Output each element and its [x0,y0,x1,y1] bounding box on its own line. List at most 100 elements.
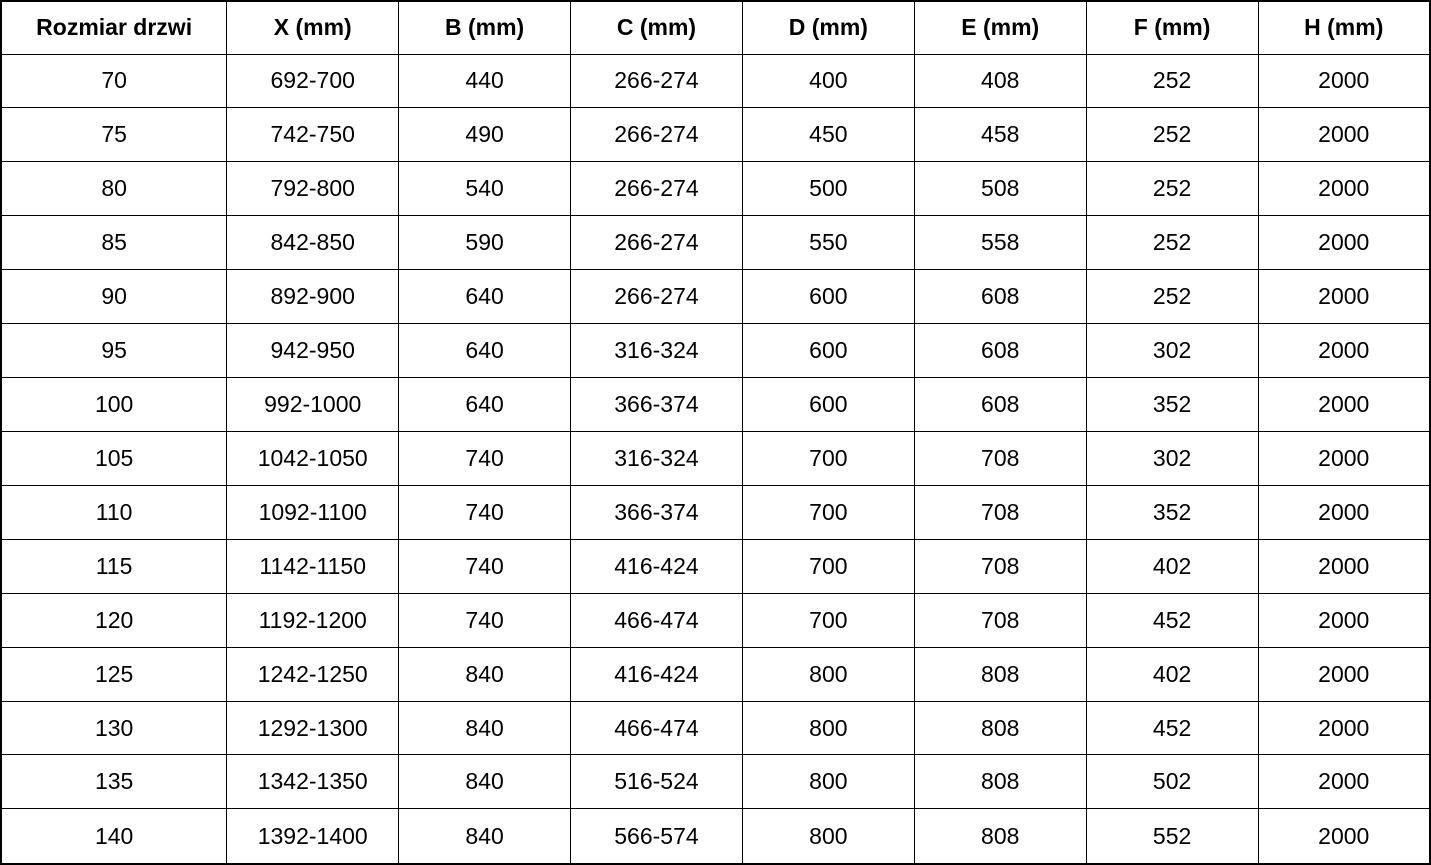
table-row: 70 692-700 440 266-274 400 408 252 2000 [0,53,1431,109]
table-cell: 2000 [1257,161,1431,217]
table-cell: 892-900 [226,269,400,325]
table-cell: 552 [1085,808,1259,865]
table-cell: 316-324 [570,323,743,379]
table-cell: 508 [913,161,1087,217]
table-cell: 75 [0,107,228,163]
table-row: 80 792-800 540 266-274 500 508 252 2000 [0,161,1431,217]
table-cell: 808 [913,808,1087,865]
table-cell: 2000 [1257,53,1431,109]
table-row: 95 942-950 640 316-324 600 608 302 2000 [0,323,1431,379]
table-cell: 2000 [1257,808,1431,865]
table-cell: 692-700 [226,53,400,109]
column-header-h-mm: H (mm) [1257,0,1431,55]
table-cell: 85 [0,215,228,271]
table-cell: 608 [913,269,1087,325]
table-cell: 700 [741,592,915,648]
table-cell: 466-474 [570,592,743,648]
table-cell: 740 [398,592,572,648]
table-cell: 252 [1085,161,1259,217]
table-cell: 516-524 [570,754,743,810]
table-row: 125 1242-1250 840 416-424 800 808 402 2000 [0,646,1431,702]
column-header-x-mm: X (mm) [226,0,400,55]
table-cell: 366-374 [570,484,743,540]
table-cell: 1342-1350 [226,754,400,810]
table-cell: 302 [1085,430,1259,486]
table-cell: 140 [0,808,228,865]
table-cell: 840 [398,808,572,865]
table-row: 105 1042-1050 740 316-324 700 708 302 2000 [0,430,1431,486]
table-cell: 700 [741,484,915,540]
table-cell: 80 [0,161,228,217]
table-cell: 708 [913,538,1087,594]
table-cell: 450 [741,107,915,163]
table-cell: 992-1000 [226,377,400,432]
table-cell: 70 [0,53,228,109]
table-cell: 266-274 [570,107,743,163]
table-cell: 466-474 [570,700,743,756]
table-cell: 110 [0,484,228,540]
table-cell: 100 [0,377,228,432]
table-row: 85 842-850 590 266-274 550 558 252 2000 [0,215,1431,271]
table-cell: 800 [741,808,915,865]
table-cell: 452 [1085,592,1259,648]
table-cell: 252 [1085,107,1259,163]
table-cell: 352 [1085,377,1259,432]
table-cell: 840 [398,754,572,810]
table-cell: 640 [398,323,572,379]
table-cell: 2000 [1257,700,1431,756]
table-cell: 2000 [1257,215,1431,271]
table-cell: 792-800 [226,161,400,217]
table-cell: 266-274 [570,215,743,271]
table-cell: 408 [913,53,1087,109]
table-cell: 640 [398,377,572,432]
table-cell: 402 [1085,538,1259,594]
table-body: 70 692-700 440 266-274 400 408 252 2000 75 742-75… [0,53,1431,865]
table-row: 120 1192-1200 740 466-474 700 708 452 2000 [0,592,1431,648]
table-cell: 366-374 [570,377,743,432]
table-cell: 800 [741,754,915,810]
column-header-b-mm: B (mm) [398,0,572,55]
table-cell: 266-274 [570,269,743,325]
table-cell: 600 [741,377,915,432]
table-cell: 708 [913,430,1087,486]
table-cell: 458 [913,107,1087,163]
table-cell: 566-574 [570,808,743,865]
table-cell: 842-850 [226,215,400,271]
table-cell: 2000 [1257,484,1431,540]
table-cell: 252 [1085,215,1259,271]
table-cell: 608 [913,323,1087,379]
table-cell: 90 [0,269,228,325]
table-cell: 942-950 [226,323,400,379]
table-cell: 95 [0,323,228,379]
table-cell: 742-750 [226,107,400,163]
table-cell: 352 [1085,484,1259,540]
table-cell: 558 [913,215,1087,271]
table-cell: 416-424 [570,646,743,702]
table-row: 140 1392-1400 840 566-574 800 808 552 2000 [0,808,1431,865]
table-cell: 2000 [1257,754,1431,810]
table-cell: 500 [741,161,915,217]
table-cell: 808 [913,646,1087,702]
table-cell: 1142-1150 [226,538,400,594]
table-cell: 708 [913,592,1087,648]
table-cell: 2000 [1257,592,1431,648]
table-cell: 125 [0,646,228,702]
table-cell: 708 [913,484,1087,540]
table-cell: 700 [741,538,915,594]
table-cell: 115 [0,538,228,594]
table-cell: 640 [398,269,572,325]
table-cell: 540 [398,161,572,217]
table-cell: 808 [913,700,1087,756]
table-cell: 740 [398,430,572,486]
table-cell: 700 [741,430,915,486]
table-row: 90 892-900 640 266-274 600 608 252 2000 [0,269,1431,325]
table-cell: 740 [398,538,572,594]
table-row: 110 1092-1100 740 366-374 700 708 352 2000 [0,484,1431,540]
column-header-c-mm: C (mm) [570,0,743,55]
table-cell: 2000 [1257,430,1431,486]
table-row: 100 992-1000 640 366-374 600 608 352 2000 [0,377,1431,432]
table-cell: 490 [398,107,572,163]
table-cell: 266-274 [570,53,743,109]
table-cell: 2000 [1257,323,1431,379]
